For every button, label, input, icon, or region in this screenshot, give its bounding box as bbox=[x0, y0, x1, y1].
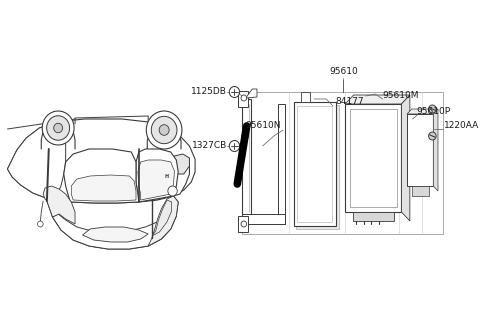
Polygon shape bbox=[407, 109, 438, 114]
Polygon shape bbox=[242, 92, 443, 234]
Circle shape bbox=[229, 141, 240, 152]
Polygon shape bbox=[148, 196, 178, 246]
Circle shape bbox=[159, 125, 169, 135]
Circle shape bbox=[241, 221, 247, 227]
Polygon shape bbox=[8, 122, 66, 199]
Circle shape bbox=[42, 111, 74, 145]
Circle shape bbox=[54, 123, 62, 133]
Polygon shape bbox=[350, 109, 396, 207]
Circle shape bbox=[47, 116, 70, 140]
Polygon shape bbox=[242, 214, 285, 224]
Polygon shape bbox=[277, 104, 285, 224]
Polygon shape bbox=[353, 212, 394, 221]
Text: 84177: 84177 bbox=[336, 98, 364, 107]
Polygon shape bbox=[401, 95, 410, 221]
Polygon shape bbox=[345, 95, 410, 104]
Text: 95610P: 95610P bbox=[417, 107, 451, 115]
Polygon shape bbox=[163, 156, 190, 196]
Text: 95610M: 95610M bbox=[383, 91, 419, 100]
Polygon shape bbox=[296, 105, 338, 229]
Polygon shape bbox=[64, 149, 139, 203]
Circle shape bbox=[429, 132, 436, 140]
Polygon shape bbox=[238, 216, 248, 232]
Circle shape bbox=[429, 105, 436, 113]
Polygon shape bbox=[83, 227, 148, 242]
Polygon shape bbox=[294, 102, 336, 226]
Circle shape bbox=[168, 186, 177, 196]
Text: H: H bbox=[165, 173, 169, 179]
Polygon shape bbox=[242, 99, 252, 224]
Polygon shape bbox=[407, 114, 433, 186]
Polygon shape bbox=[47, 196, 178, 249]
Polygon shape bbox=[138, 160, 174, 200]
Text: 1327CB: 1327CB bbox=[192, 142, 227, 151]
Polygon shape bbox=[152, 200, 172, 236]
Polygon shape bbox=[52, 214, 176, 249]
Polygon shape bbox=[301, 92, 311, 102]
Circle shape bbox=[151, 116, 177, 144]
Polygon shape bbox=[246, 89, 257, 98]
Circle shape bbox=[146, 111, 182, 149]
Text: 95610: 95610 bbox=[329, 67, 358, 76]
Polygon shape bbox=[345, 104, 401, 212]
Polygon shape bbox=[433, 109, 438, 191]
Polygon shape bbox=[297, 106, 332, 222]
Polygon shape bbox=[171, 154, 190, 174]
Polygon shape bbox=[8, 119, 195, 203]
Text: 1125DB: 1125DB bbox=[191, 87, 227, 97]
Polygon shape bbox=[412, 186, 429, 196]
Polygon shape bbox=[71, 175, 136, 201]
Polygon shape bbox=[43, 186, 75, 224]
Text: 95610N: 95610N bbox=[246, 122, 281, 131]
Circle shape bbox=[229, 87, 240, 98]
Polygon shape bbox=[238, 91, 248, 107]
Circle shape bbox=[241, 95, 247, 101]
Polygon shape bbox=[136, 149, 178, 202]
Text: 1220AA: 1220AA bbox=[444, 122, 479, 131]
Circle shape bbox=[37, 221, 43, 227]
